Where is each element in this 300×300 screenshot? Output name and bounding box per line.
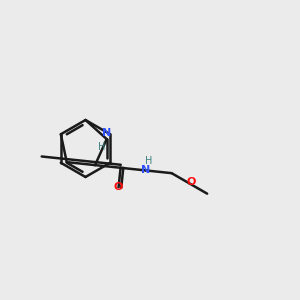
Text: H: H [98,142,106,152]
Text: O: O [114,182,123,192]
Text: H: H [146,157,153,166]
Text: N: N [102,128,111,138]
Text: O: O [186,177,196,187]
Text: N: N [142,166,151,176]
